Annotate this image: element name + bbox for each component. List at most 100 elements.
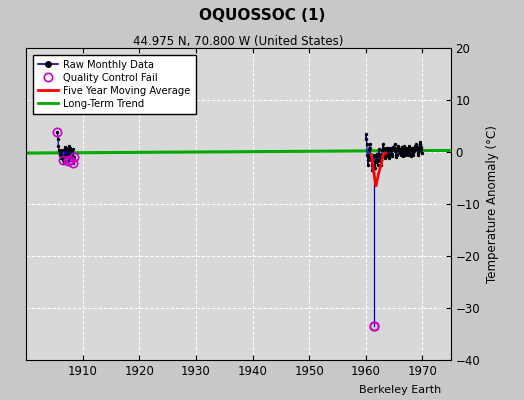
- Point: [407, 151, 415, 158]
- Point: [64, 142, 73, 149]
- Point: [59, 156, 67, 163]
- Point: [369, 154, 377, 160]
- Point: [59, 159, 68, 166]
- Point: [405, 145, 413, 151]
- Point: [375, 150, 384, 157]
- Point: [69, 160, 77, 167]
- Point: [376, 154, 384, 160]
- Point: [411, 145, 420, 151]
- Point: [369, 151, 378, 158]
- Point: [410, 148, 418, 154]
- Point: [364, 154, 373, 160]
- Point: [70, 154, 78, 160]
- Point: [384, 151, 392, 158]
- Point: [392, 151, 400, 158]
- Point: [392, 154, 401, 160]
- Legend: Raw Monthly Data, Quality Control Fail, Five Year Moving Average, Long-Term Tren: Raw Monthly Data, Quality Control Fail, …: [34, 54, 195, 114]
- Point: [373, 150, 381, 157]
- Point: [391, 145, 399, 151]
- Point: [381, 147, 390, 154]
- Point: [53, 136, 62, 142]
- Point: [363, 141, 371, 147]
- Point: [402, 145, 410, 151]
- Point: [378, 147, 387, 154]
- Point: [66, 156, 74, 163]
- Point: [56, 151, 64, 158]
- Point: [63, 158, 72, 164]
- Point: [416, 141, 424, 147]
- Point: [409, 151, 418, 158]
- Point: [365, 146, 373, 153]
- Point: [364, 162, 373, 168]
- Point: [377, 156, 386, 163]
- Point: [404, 148, 412, 154]
- Point: [364, 156, 372, 163]
- Point: [63, 154, 71, 160]
- Point: [395, 146, 403, 153]
- Point: [380, 151, 388, 158]
- Point: [400, 145, 408, 151]
- Point: [389, 144, 397, 150]
- Point: [60, 146, 69, 153]
- Point: [390, 141, 399, 147]
- Point: [413, 146, 421, 153]
- Point: [411, 142, 419, 149]
- Point: [386, 147, 394, 154]
- Point: [367, 155, 375, 162]
- Point: [401, 151, 410, 158]
- Point: [385, 155, 393, 162]
- Point: [398, 146, 406, 153]
- Point: [418, 150, 426, 156]
- Point: [397, 144, 406, 150]
- Point: [380, 155, 389, 162]
- Point: [57, 155, 66, 162]
- Point: [370, 164, 379, 171]
- Point: [365, 141, 374, 147]
- X-axis label: Berkeley Earth: Berkeley Earth: [358, 385, 441, 395]
- Point: [375, 146, 383, 153]
- Point: [367, 156, 376, 163]
- Point: [363, 151, 372, 158]
- Point: [387, 147, 395, 154]
- Point: [366, 145, 374, 151]
- Point: [410, 145, 419, 151]
- Point: [397, 151, 405, 158]
- Point: [384, 145, 392, 151]
- Point: [396, 149, 405, 155]
- Point: [362, 136, 370, 142]
- Point: [399, 153, 407, 159]
- Point: [402, 147, 411, 154]
- Point: [61, 144, 70, 150]
- Point: [393, 147, 401, 154]
- Point: [67, 151, 75, 158]
- Point: [383, 153, 391, 159]
- Point: [388, 146, 397, 153]
- Point: [368, 159, 377, 166]
- Point: [395, 150, 403, 156]
- Point: [372, 156, 380, 163]
- Point: [58, 147, 67, 154]
- Point: [389, 146, 398, 153]
- Point: [412, 141, 420, 147]
- Point: [390, 145, 398, 151]
- Point: [407, 153, 415, 159]
- Point: [388, 150, 396, 157]
- Point: [398, 150, 407, 156]
- Point: [65, 150, 73, 157]
- Point: [57, 151, 65, 158]
- Point: [411, 146, 420, 153]
- Point: [64, 148, 72, 154]
- Point: [400, 142, 409, 149]
- Point: [67, 147, 75, 154]
- Point: [383, 150, 391, 157]
- Point: [401, 146, 409, 153]
- Point: [383, 148, 391, 154]
- Point: [416, 141, 424, 147]
- Point: [378, 151, 386, 158]
- Point: [405, 142, 413, 149]
- Point: [68, 153, 76, 159]
- Point: [406, 150, 414, 157]
- Point: [58, 153, 66, 159]
- Point: [371, 159, 379, 166]
- Point: [368, 167, 377, 174]
